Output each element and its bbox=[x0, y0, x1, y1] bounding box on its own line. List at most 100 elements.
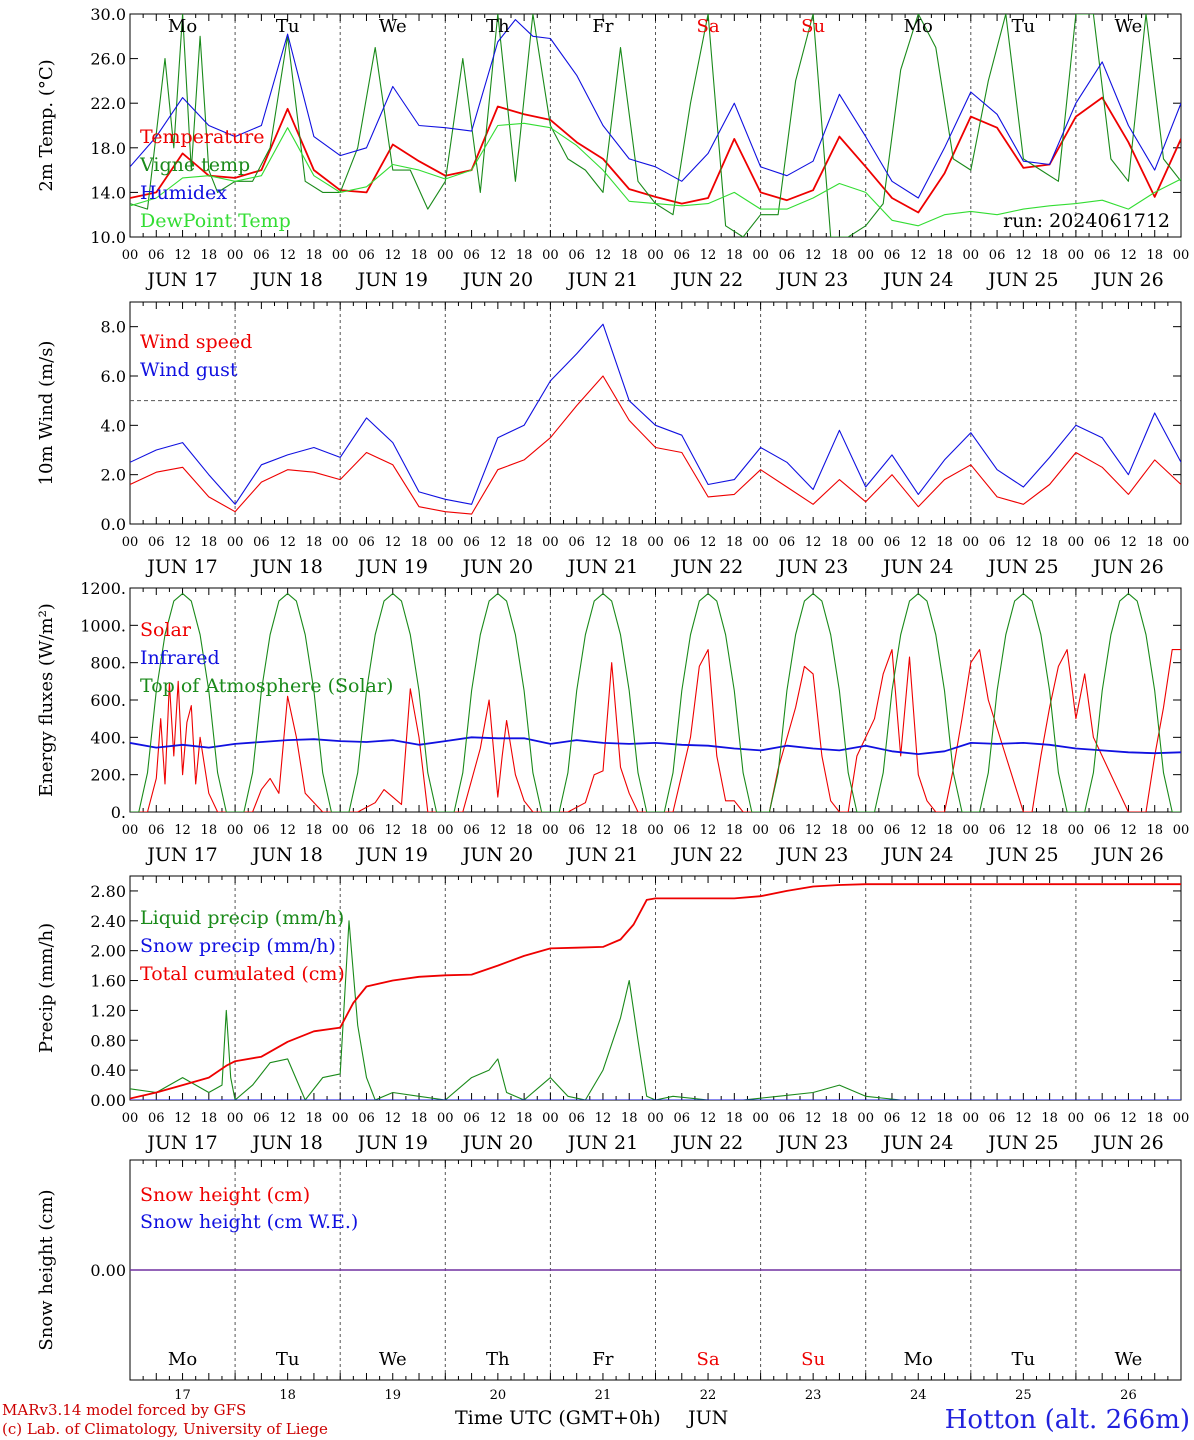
x-hour-label: 06 bbox=[989, 823, 1006, 838]
day-number: 22 bbox=[700, 1388, 717, 1403]
series-top-of-atmosphere-solar- bbox=[130, 593, 1181, 812]
y-axis-label: 10m Wind (m/s) bbox=[36, 341, 57, 486]
x-hour-label: 00 bbox=[122, 1111, 139, 1126]
x-hour-label: 00 bbox=[752, 535, 769, 550]
x-hour-label: 12 bbox=[1120, 1111, 1137, 1126]
x-date-label: JUN 23 bbox=[776, 1132, 848, 1154]
x-hour-label: 12 bbox=[1120, 823, 1137, 838]
x-hour-label: 00 bbox=[1068, 535, 1085, 550]
day-of-week-top: Su bbox=[801, 16, 825, 37]
x-hour-label: 18 bbox=[726, 535, 743, 550]
y-axis-label: Energy fluxes (W/m²) bbox=[36, 603, 57, 797]
x-hour-label: 18 bbox=[201, 248, 218, 263]
x-hour-label: 06 bbox=[358, 1111, 375, 1126]
x-hour-label: 00 bbox=[963, 1111, 980, 1126]
x-hour-label: 00 bbox=[542, 1111, 559, 1126]
x-hour-label: 06 bbox=[148, 535, 165, 550]
y-tick-label: 800. bbox=[90, 654, 126, 673]
x-date-label: JUN 25 bbox=[986, 844, 1058, 866]
series-group bbox=[130, 323, 1181, 515]
x-hour-label: 12 bbox=[700, 823, 717, 838]
x-date-label: JUN 21 bbox=[566, 1132, 638, 1154]
x-hour-label: 12 bbox=[805, 1111, 822, 1126]
y-tick-label: 1.20 bbox=[90, 1001, 126, 1020]
x-hour-label: 06 bbox=[674, 535, 691, 550]
series-group bbox=[130, 593, 1181, 812]
x-hour-label: 12 bbox=[1120, 535, 1137, 550]
day-number: 24 bbox=[910, 1388, 927, 1403]
day-number: 18 bbox=[279, 1388, 296, 1403]
x-hour-label: 00 bbox=[647, 535, 664, 550]
x-date-label: JUN 22 bbox=[671, 556, 743, 578]
legend-entry: Wind speed bbox=[140, 331, 252, 353]
series-total-cumulated-cm- bbox=[130, 883, 1181, 1100]
x-hour-label: 12 bbox=[910, 535, 927, 550]
x-hour-label: 00 bbox=[857, 535, 874, 550]
y-tick-label: 4.0 bbox=[101, 416, 126, 435]
x-hour-label: 06 bbox=[884, 823, 901, 838]
x-date-label: JUN 20 bbox=[461, 556, 533, 578]
legend-entry: Total cumulated (cm) bbox=[140, 963, 345, 985]
x-date-label: JUN 17 bbox=[145, 844, 217, 866]
x-date-label: JUN 24 bbox=[881, 556, 953, 578]
x-hour-label: 12 bbox=[1015, 823, 1032, 838]
x-hour-label: 00 bbox=[963, 248, 980, 263]
y-tick-label: 2.0 bbox=[101, 466, 126, 485]
x-date-label: JUN 20 bbox=[461, 1132, 533, 1154]
y-tick-label: 2.00 bbox=[90, 942, 126, 961]
y-tick-label: 1200. bbox=[80, 579, 126, 598]
x-hour-label: 12 bbox=[174, 1111, 191, 1126]
x-hour-label: 06 bbox=[674, 823, 691, 838]
x-date-label: JUN 23 bbox=[776, 269, 848, 291]
day-of-week-top: Fr bbox=[592, 16, 613, 37]
legend-entry: Liquid precip (mm/h) bbox=[140, 907, 344, 929]
panel-2: 0.0 2.0 4.0 6.0 8.0 10m Wind (m/s) Wind speed W… bbox=[36, 301, 1189, 578]
day-of-week-bottom: Tu bbox=[276, 1349, 300, 1370]
x-hour-label: 12 bbox=[174, 248, 191, 263]
x-hour-label: 18 bbox=[1146, 823, 1163, 838]
day-of-week-bottom: Fr bbox=[592, 1349, 613, 1370]
footer-model: MARv3.14 model forced by GFS bbox=[2, 1401, 246, 1419]
x-hour-label: 06 bbox=[358, 248, 375, 263]
x-hour-label: 06 bbox=[568, 823, 585, 838]
x-hour-label: 00 bbox=[227, 823, 244, 838]
legend-entry: Humidex bbox=[140, 182, 227, 204]
x-hour-label: 12 bbox=[805, 248, 822, 263]
x-hour-label: 00 bbox=[1173, 1111, 1190, 1126]
x-hour-label: 12 bbox=[490, 535, 507, 550]
x-hour-label: 12 bbox=[805, 535, 822, 550]
x-date-label: JUN 21 bbox=[566, 556, 638, 578]
panel-1: 10.0 14.0 18.0 22.0 26.0 30.0 2m Temp. (°C) Tem… bbox=[36, 5, 1189, 291]
y-tick-label: 26.0 bbox=[90, 50, 126, 69]
x-hour-label: 00 bbox=[857, 823, 874, 838]
x-date-label: JUN 19 bbox=[356, 556, 428, 578]
x-hour-label: 12 bbox=[595, 248, 612, 263]
x-date-label: JUN 22 bbox=[671, 269, 743, 291]
x-hour-label: 18 bbox=[306, 535, 323, 550]
x-hour-label: 12 bbox=[700, 535, 717, 550]
x-hour-label: 12 bbox=[1015, 1111, 1032, 1126]
x-hour-label: 00 bbox=[1173, 248, 1190, 263]
series-temperature bbox=[130, 96, 1181, 214]
x-date-label: JUN 18 bbox=[250, 844, 322, 866]
x-hour-label: 06 bbox=[148, 1111, 165, 1126]
x-hour-label: 18 bbox=[306, 248, 323, 263]
x-date-label: JUN 22 bbox=[671, 844, 743, 866]
series-humidex bbox=[130, 19, 1181, 199]
x-hour-label: 12 bbox=[700, 1111, 717, 1126]
x-hour-label: 18 bbox=[516, 1111, 533, 1126]
series-vigne-temp bbox=[130, 14, 1181, 237]
x-hour-label: 12 bbox=[174, 535, 191, 550]
day-number: 19 bbox=[384, 1388, 401, 1403]
x-hour-label: 00 bbox=[647, 1111, 664, 1126]
x-hour-label: 18 bbox=[201, 535, 218, 550]
x-axis-month: JUN bbox=[686, 1407, 728, 1429]
series-wind-speed bbox=[130, 375, 1181, 515]
x-hour-label: 12 bbox=[490, 1111, 507, 1126]
x-hour-label: 06 bbox=[463, 823, 480, 838]
x-hour-label: 12 bbox=[279, 1111, 296, 1126]
x-date-label: JUN 18 bbox=[250, 269, 322, 291]
x-hour-label: 06 bbox=[779, 823, 796, 838]
x-hour-label: 06 bbox=[568, 248, 585, 263]
